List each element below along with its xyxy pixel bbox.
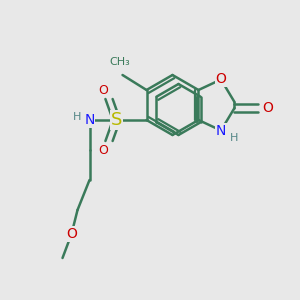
- Text: S: S: [111, 111, 122, 129]
- Text: O: O: [262, 101, 273, 115]
- Text: N: N: [84, 113, 95, 127]
- Text: H: H: [230, 133, 239, 143]
- Text: N: N: [216, 124, 226, 137]
- Text: CH₃: CH₃: [109, 58, 130, 68]
- Text: O: O: [215, 73, 226, 86]
- Text: O: O: [98, 83, 108, 97]
- Text: O: O: [98, 143, 108, 157]
- Text: O: O: [66, 227, 77, 241]
- Text: H: H: [73, 112, 82, 122]
